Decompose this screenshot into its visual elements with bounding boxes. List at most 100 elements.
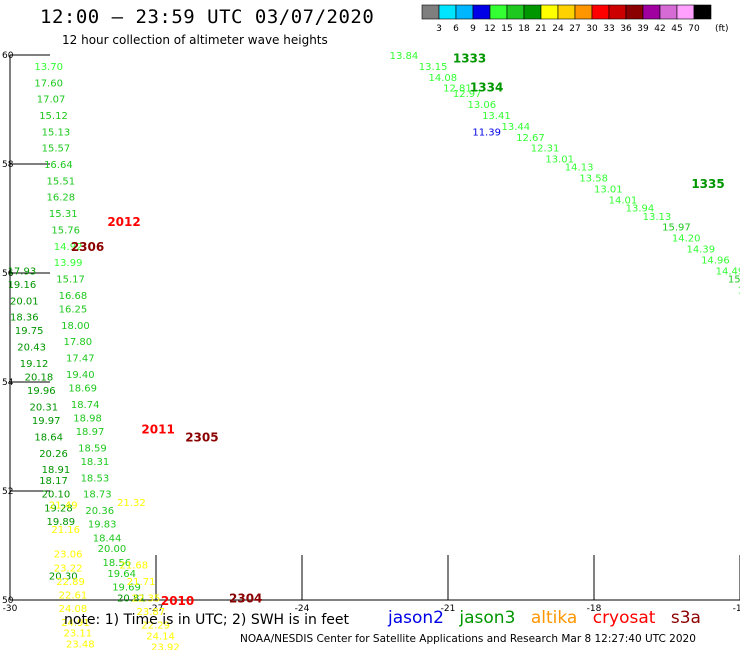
wave-height-label: 14.39 [686, 244, 715, 255]
y-tick-label: 56 [2, 269, 14, 279]
wave-height-label: 20.31 [29, 403, 58, 414]
colorbar-label: 6 [453, 24, 459, 34]
wave-height-label: 14.20 [672, 234, 701, 245]
pass-number-label: 2010 [161, 594, 194, 608]
wave-height-label: 13.58 [579, 174, 608, 185]
wave-height-label: 23.06 [54, 550, 83, 561]
wave-height-label: 22.89 [56, 577, 85, 588]
colorbar-label: 9 [470, 24, 476, 34]
wave-height-label: 14.96 [701, 255, 730, 266]
wave-height-label: 19.28 [44, 503, 73, 514]
wave-height-label: 12.31 [531, 144, 560, 155]
satellite-legend: jason2 jason3 altika cryosat s3a [388, 608, 711, 628]
x-tick-label: -30 [3, 604, 18, 614]
colorbar-label: 33 [603, 24, 614, 34]
y-tick-label: 58 [2, 160, 14, 170]
wave-height-label: 18.74 [71, 400, 100, 411]
y-tick-label: 52 [2, 487, 13, 497]
wave-height-label: 15.31 [49, 209, 78, 220]
legend-jason2: jason2 [388, 608, 444, 628]
wave-height-label: 19.12 [20, 359, 49, 370]
wave-height-label: 13.84 [390, 51, 419, 62]
pass-number-label: 1334 [470, 81, 503, 95]
wave-height-label: 19.96 [27, 386, 56, 397]
wave-height-label: 20.10 [42, 490, 71, 501]
wave-height-label: 19.16 [8, 280, 37, 291]
wave-height-label: 22.29 [141, 621, 170, 632]
wave-height-label: 13.70 [34, 62, 63, 73]
wave-height-label: 24.14 [146, 631, 175, 642]
colorbar-swatch [693, 4, 712, 20]
colorbar-unit: (ft) [715, 24, 729, 34]
colorbar-label: 27 [569, 24, 580, 34]
colorbar-label: 39 [637, 24, 649, 34]
footer-note: note: 1) Time is in UTC; 2) SWH is in fe… [64, 612, 350, 628]
wave-height-label: 21.71 [127, 577, 156, 588]
wave-height-label: 15.76 [51, 225, 80, 236]
wave-height-label: 16.68 [59, 291, 88, 302]
wave-height-label: 17.60 [34, 78, 63, 89]
wave-height-label: 17.07 [37, 95, 66, 106]
wave-height-label: 14.13 [565, 163, 594, 174]
wave-height-label: 18.98 [73, 413, 102, 424]
wave-height-label: 17.47 [66, 353, 95, 364]
wave-height-label: 15.13 [42, 127, 71, 138]
colorbar-label: 30 [586, 24, 598, 34]
colorbar-label: 21 [535, 24, 546, 34]
wave-height-label: 13.94 [626, 204, 655, 215]
wave-height-label: 21.16 [51, 525, 80, 536]
pass-number-label: 2011 [141, 422, 174, 436]
wave-height-label: 19.97 [32, 416, 61, 427]
page-title: 12:00 – 23:59 UTC 03/07/2020 [40, 6, 375, 28]
wave-height-label: 15.97 [662, 223, 691, 234]
colorbar-label: 12 [484, 24, 495, 34]
legend-altika: altika [530, 608, 578, 628]
legend-jason3: jason3 [459, 608, 516, 628]
wave-height-label: 23.11 [64, 629, 93, 640]
wave-height-label: 15.78 [728, 274, 740, 285]
wave-height-label: 20.81 [117, 593, 146, 604]
wave-height-label: 20.00 [98, 544, 127, 555]
x-tick-label: -18 [587, 604, 602, 614]
wave-height-label: 13.15 [419, 62, 448, 73]
wave-height-label: 18.31 [81, 457, 110, 468]
wave-height-label: 23.22 [54, 563, 83, 574]
wave-height-label: 16.25 [59, 304, 88, 315]
wave-height-label: 18.73 [83, 490, 112, 501]
wave-height-label: 23.92 [151, 642, 180, 650]
wave-height-label: 13.99 [54, 258, 83, 269]
pass-number-label: 1335 [691, 177, 724, 191]
wave-height-label: 16.28 [47, 193, 76, 204]
wave-height-label: 20.18 [25, 373, 54, 384]
colorbar-label: 3 [436, 24, 442, 34]
pass-number-label: 2305 [185, 431, 218, 445]
wave-height-label: 18.17 [39, 476, 68, 487]
wave-height-label: 18.91 [42, 465, 71, 476]
wave-height-label: 12.67 [516, 133, 545, 144]
colorbar-label: 70 [688, 24, 700, 34]
wave-height-label: 14.97 [738, 285, 740, 296]
colorbar-label: 36 [620, 24, 632, 34]
wave-height-label: 19.83 [88, 520, 117, 531]
wave-height-label: 14.08 [429, 73, 458, 84]
wave-height-label: 24.91 [61, 618, 90, 629]
wave-height-label: 19.40 [66, 370, 95, 381]
colorbar-label: 15 [501, 24, 512, 34]
wave-height-label: 14.92 [54, 242, 83, 253]
wave-height-label: 20.36 [85, 506, 114, 517]
wave-height-label: 22.35 [132, 593, 161, 604]
wave-height-label: 21.32 [117, 498, 146, 509]
wave-height-label: 14.01 [609, 195, 638, 206]
wave-height-label: 22.61 [59, 591, 88, 602]
wave-height-label: 13.13 [643, 212, 672, 223]
wave-height-label: 18.00 [61, 321, 90, 332]
x-tick-label: -15 [733, 604, 740, 614]
wave-height-label: 18.64 [34, 433, 63, 444]
wave-height-label: 18.59 [78, 443, 107, 454]
colorbar: 3 6 9 12 15 18 21 24 27 30 33 36 39 42 45 70 (ft) [421, 4, 729, 34]
wave-height-label: 16.64 [44, 160, 73, 171]
wave-height-label: 23.87 [137, 607, 166, 618]
wave-height-label: 20.26 [39, 449, 68, 460]
y-tick-label: 50 [2, 596, 14, 606]
